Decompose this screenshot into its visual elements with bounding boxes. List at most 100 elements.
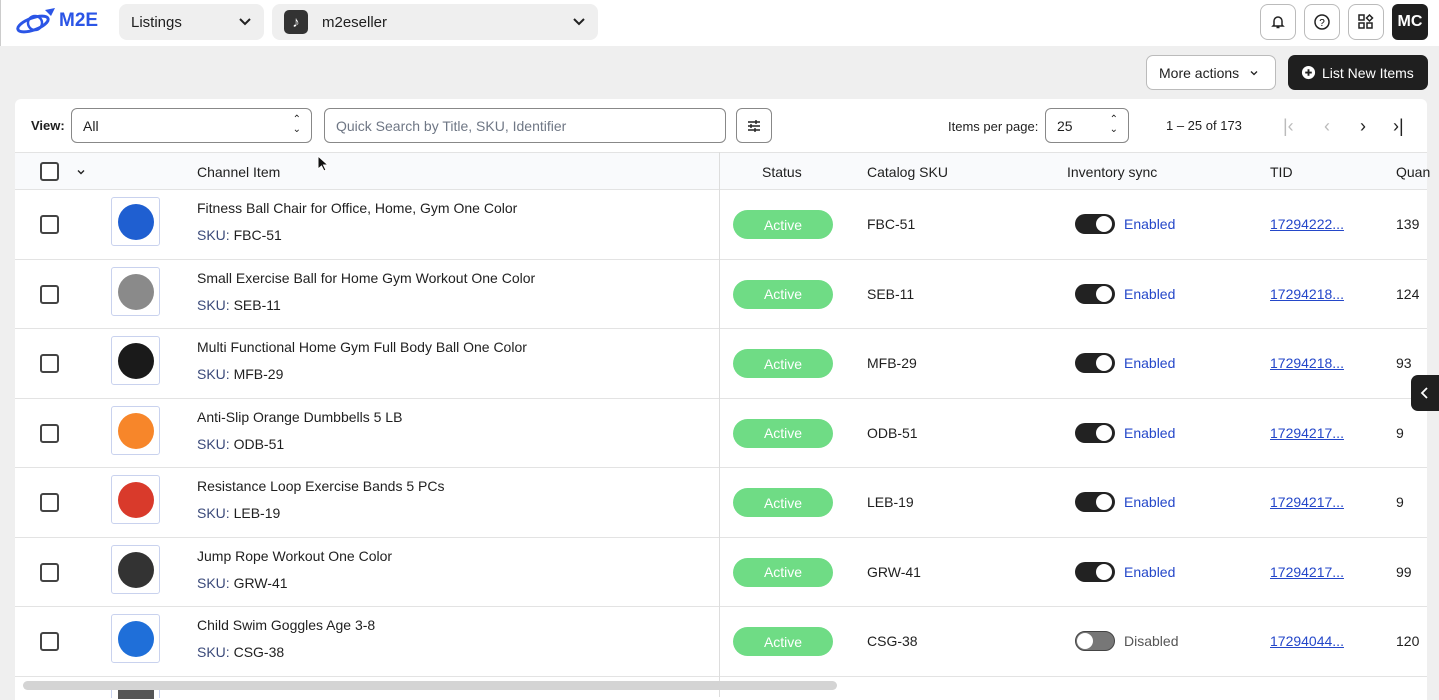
inventory-sync-toggle[interactable] bbox=[1075, 492, 1115, 512]
tid-link[interactable]: 17294217... bbox=[1270, 563, 1344, 580]
inventory-sync-toggle[interactable] bbox=[1075, 561, 1115, 582]
column-catalog-sku[interactable]: Catalog SKU bbox=[867, 164, 948, 180]
quantity: 93 bbox=[1396, 355, 1412, 371]
product-thumbnail[interactable] bbox=[111, 405, 160, 455]
row-checkbox[interactable] bbox=[40, 493, 59, 512]
quantity: 9 bbox=[1396, 424, 1404, 441]
product-thumbnail[interactable] bbox=[111, 336, 160, 385]
inventory-sync-toggle[interactable] bbox=[1075, 353, 1115, 373]
filter-button[interactable] bbox=[736, 108, 772, 143]
user-avatar[interactable]: MC bbox=[1392, 4, 1428, 40]
tid-link[interactable]: 17294217... bbox=[1270, 494, 1344, 510]
column-channel-item[interactable]: Channel Item bbox=[197, 164, 281, 180]
catalog-sku: CSG-38 bbox=[867, 633, 918, 649]
inventory-sync-toggle[interactable] bbox=[1075, 422, 1115, 443]
row-checkbox[interactable] bbox=[40, 354, 59, 373]
tid-link[interactable]: 17294218... bbox=[1270, 355, 1344, 371]
account-select[interactable]: ♪ m2eseller bbox=[272, 4, 598, 40]
table-row[interactable]: Multi Functional Home Gym Full Body Ball… bbox=[15, 329, 1427, 399]
chevron-down-icon bbox=[239, 18, 251, 26]
top-bar: M2E Listings ♪ m2eseller ? MC bbox=[0, 0, 1439, 46]
next-page-icon[interactable]: › bbox=[1360, 116, 1366, 136]
product-thumbnail[interactable] bbox=[111, 475, 160, 524]
items-per-page-select[interactable]: 25 ⌃ ⌄ bbox=[1045, 108, 1129, 143]
item-title[interactable]: Fitness Ball Chair for Office, Home, Gym… bbox=[197, 200, 518, 216]
quick-search-input[interactable]: Quick Search by Title, SKU, Identifier bbox=[324, 108, 726, 143]
sliders-icon bbox=[748, 119, 760, 132]
item-sku: SKU: MFB-29 bbox=[197, 366, 283, 382]
items-per-page-label: Items per page: bbox=[948, 119, 1039, 134]
item-title[interactable]: Anti-Slip Orange Dumbbells 5 LB bbox=[197, 408, 403, 425]
inventory-sync-toggle[interactable] bbox=[1075, 214, 1115, 234]
status-badge: Active bbox=[733, 210, 833, 239]
inventory-sync-label: Enabled bbox=[1124, 494, 1176, 510]
items-per-page-value: 25 bbox=[1057, 117, 1073, 134]
more-actions-button[interactable]: More actions bbox=[1146, 55, 1276, 90]
column-inventory-sync[interactable]: Inventory sync bbox=[1067, 164, 1158, 180]
svg-text:?: ? bbox=[1319, 18, 1325, 29]
inventory-sync-label: Enabled bbox=[1124, 355, 1176, 371]
product-thumbnail[interactable] bbox=[111, 197, 160, 246]
section-select[interactable]: Listings bbox=[119, 4, 264, 40]
list-new-items-label: List New Items bbox=[1322, 64, 1414, 81]
tid-link[interactable]: 17294222... bbox=[1270, 216, 1344, 232]
tid-link[interactable]: 17294218... bbox=[1270, 285, 1344, 302]
view-select[interactable]: All ⌃ ⌄ bbox=[71, 108, 312, 143]
table-row[interactable]: Child Swim Goggles Age 3-8 SKU: CSG-38 A… bbox=[15, 607, 1427, 677]
sku-label: SKU: bbox=[197, 227, 230, 243]
item-title[interactable]: Resistance Loop Exercise Bands 5 PCs bbox=[197, 478, 445, 494]
product-thumbnail[interactable] bbox=[111, 266, 160, 316]
help-button[interactable]: ? bbox=[1304, 4, 1340, 40]
table-row[interactable]: Fitness Ball Chair for Office, Home, Gym… bbox=[15, 190, 1427, 260]
view-select-value: All bbox=[83, 117, 99, 134]
side-panel-toggle[interactable] bbox=[1411, 375, 1439, 411]
last-page-icon[interactable]: ›| bbox=[1393, 116, 1404, 136]
table-row[interactable]: Jump Rope Workout One Color SKU: GRW-41 … bbox=[15, 538, 1427, 607]
row-checkbox[interactable] bbox=[40, 423, 59, 443]
bell-icon bbox=[1271, 16, 1285, 29]
item-title[interactable]: Jump Rope Workout One Color bbox=[197, 547, 393, 564]
apps-grid-icon bbox=[1358, 14, 1374, 29]
row-checkbox[interactable] bbox=[40, 284, 59, 304]
inventory-sync-toggle[interactable] bbox=[1075, 631, 1115, 651]
table-toolbar: View: All ⌃ ⌄ Quick Search by Title, SKU,… bbox=[15, 99, 1427, 152]
item-title[interactable]: Multi Functional Home Gym Full Body Ball… bbox=[197, 339, 527, 355]
inventory-sync-toggle[interactable] bbox=[1075, 283, 1115, 304]
first-page-icon[interactable]: |‹ bbox=[1283, 116, 1294, 136]
tid-link[interactable]: 17294044... bbox=[1270, 633, 1344, 649]
catalog-sku: SEB-11 bbox=[867, 285, 915, 302]
chevron-down-icon[interactable] bbox=[76, 167, 86, 177]
tid-link[interactable]: 17294217... bbox=[1270, 424, 1344, 441]
select-all-checkbox[interactable] bbox=[40, 162, 59, 181]
quantity: 99 bbox=[1396, 563, 1412, 580]
listings-table-card: View: All ⌃ ⌄ Quick Search by Title, SKU,… bbox=[15, 99, 1431, 700]
table-row[interactable]: Small Exercise Ball for Home Gym Workout… bbox=[15, 260, 1427, 329]
item-title[interactable]: Child Swim Goggles Age 3-8 bbox=[197, 617, 376, 633]
row-checkbox[interactable] bbox=[40, 632, 59, 651]
product-thumbnail[interactable] bbox=[111, 544, 160, 594]
column-tid[interactable]: TID bbox=[1270, 164, 1293, 180]
tiktok-icon: ♪ bbox=[284, 10, 308, 34]
product-thumbnail[interactable] bbox=[111, 614, 160, 663]
column-status[interactable]: Status bbox=[762, 164, 802, 180]
table-row[interactable]: Anti-Slip Orange Dumbbells 5 LB SKU: ODB… bbox=[15, 399, 1427, 468]
list-new-items-button[interactable]: List New Items bbox=[1288, 55, 1428, 90]
catalog-sku: MFB-29 bbox=[867, 355, 917, 371]
notifications-button[interactable] bbox=[1260, 4, 1296, 40]
table-row[interactable]: Resistance Loop Exercise Bands 5 PCs SKU… bbox=[15, 468, 1427, 538]
up-down-icon: ⌃ ⌄ bbox=[1109, 114, 1118, 135]
sku-value: SEB-11 bbox=[233, 296, 281, 313]
pagination-range: 1 – 25 of 173 bbox=[1166, 118, 1242, 133]
m2e-logo[interactable]: M2E bbox=[15, 6, 98, 36]
item-title[interactable]: Small Exercise Ball for Home Gym Workout… bbox=[197, 269, 536, 286]
row-checkbox[interactable] bbox=[40, 215, 59, 234]
sku-value: ODB-51 bbox=[233, 435, 285, 452]
apps-button[interactable] bbox=[1348, 4, 1384, 40]
quantity: 120 bbox=[1396, 633, 1420, 649]
catalog-sku: LEB-19 bbox=[867, 494, 914, 510]
row-checkbox[interactable] bbox=[40, 562, 59, 582]
horizontal-scrollbar[interactable] bbox=[23, 681, 837, 690]
sku-label: SKU: bbox=[197, 435, 230, 452]
prev-page-icon[interactable]: ‹ bbox=[1324, 116, 1330, 136]
column-quantity[interactable]: Quan bbox=[1396, 164, 1431, 180]
